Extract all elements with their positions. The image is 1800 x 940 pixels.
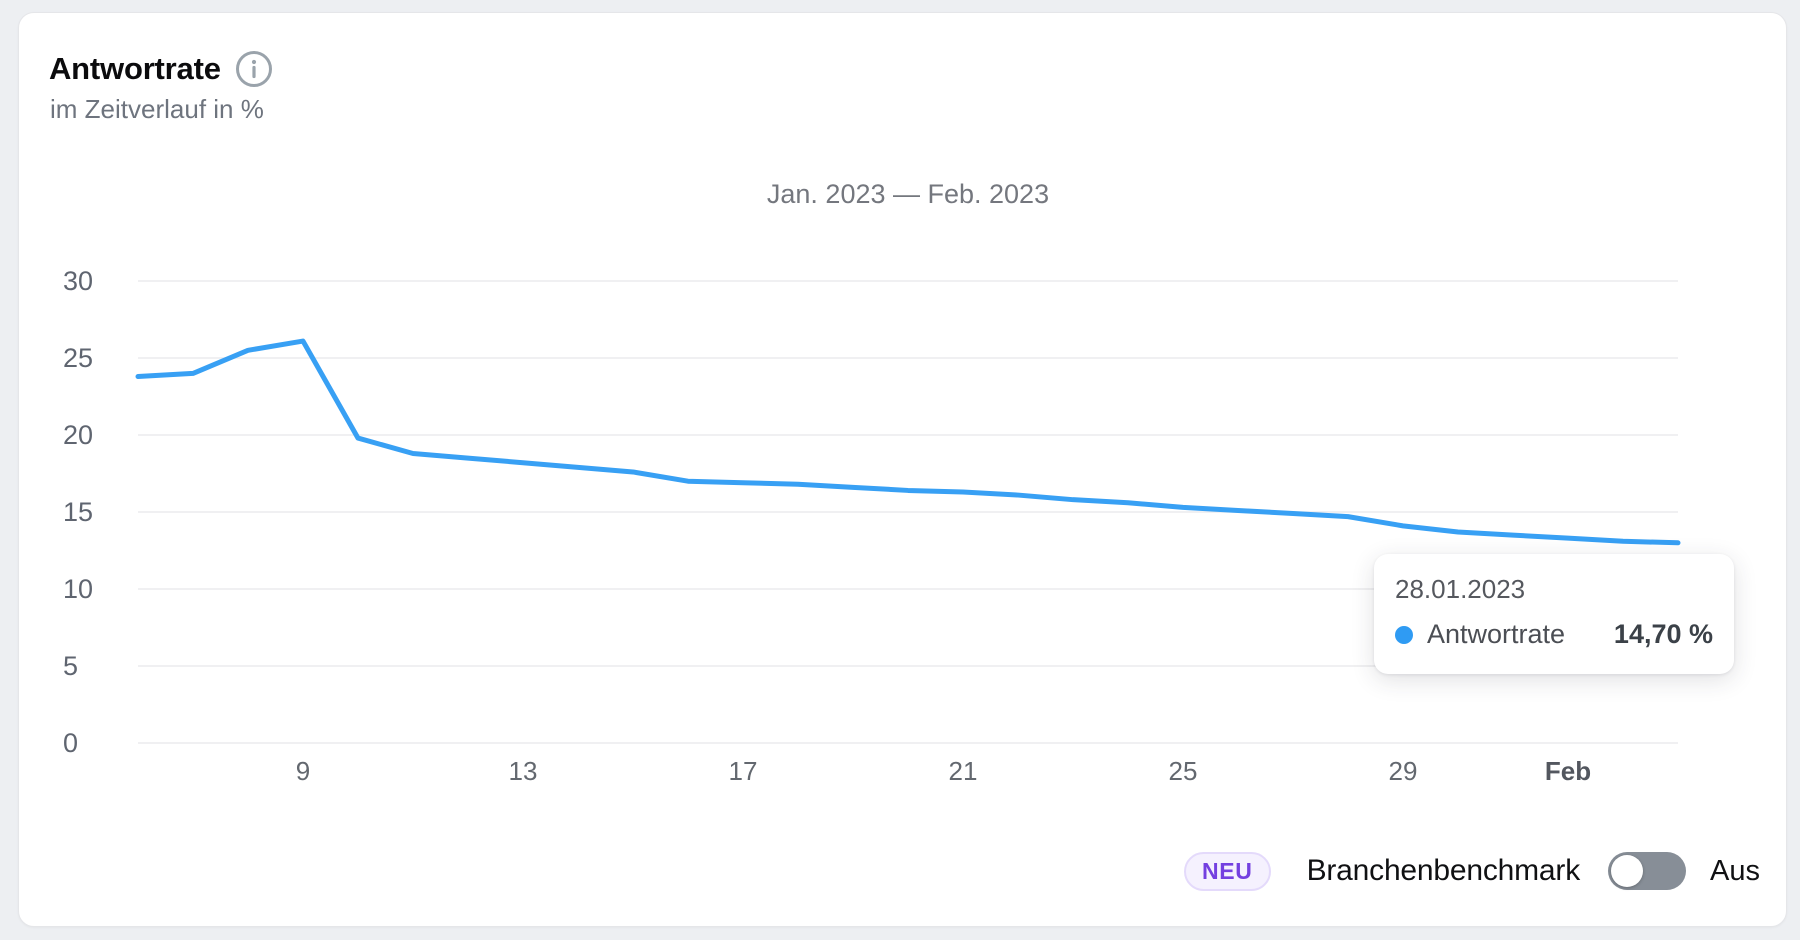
y-axis-tick-label: 10 [63,574,93,604]
y-axis-tick-label: 0 [63,728,78,758]
x-axis-tick-label: 25 [1169,756,1198,786]
x-axis-tick-label: 9 [296,756,310,786]
y-axis-tick-label: 30 [63,266,93,296]
antwortrate-line [135,338,1681,546]
tooltip-series-row: Antwortrate 14,70 % [1395,619,1713,650]
line-chart[interactable]: 30 25 20 15 10 5 0 9 13 17 21 25 29 Feb [19,13,1786,926]
chart-subtitle: im Zeitverlauf in % [50,94,264,124]
tooltip-series-label: Antwortrate [1427,619,1566,649]
x-axis-tick-label: Feb [1545,756,1591,786]
antwortrate-card: Antwortrate im Zeitverlauf in % Jan. 202… [18,12,1787,927]
info-icon[interactable] [234,49,274,89]
x-axis-tick-label: 17 [729,756,758,786]
chart-tooltip: 28.01.2023 Antwortrate 14,70 % [1374,554,1734,674]
benchmark-label: Branchenbenchmark [1306,854,1581,887]
toggle-state-label: Aus [1710,854,1760,887]
card-header: Antwortrate [49,49,274,89]
benchmark-toggle[interactable] [1608,852,1687,890]
page-title: Antwortrate [49,51,221,86]
y-axis-tick-label: 25 [63,343,93,373]
chart-date-range: Jan. 2023 — Feb. 2023 [766,179,1050,209]
tooltip-value: 14,70 % [1613,619,1713,649]
series-dot-icon [1395,625,1413,644]
y-axis-tick-label: 5 [63,651,78,681]
tooltip-date: 28.01.2023 [1395,574,1526,604]
toggle-knob[interactable] [1611,855,1644,887]
y-axis-tick-label: 20 [63,420,93,450]
y-axis-tick-label: 15 [63,497,93,527]
x-axis-tick-label: 29 [1389,756,1418,786]
neu-badge: NEU [1183,851,1271,891]
x-axis-tick-label: 21 [949,756,978,786]
x-axis-tick-label: 13 [509,756,538,786]
benchmark-row: NEU Branchenbenchmark Aus [1183,851,1760,891]
